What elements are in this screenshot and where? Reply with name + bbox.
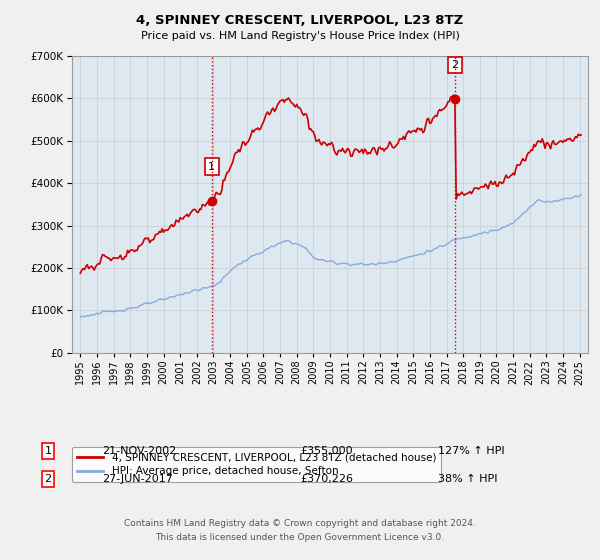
Text: Contains HM Land Registry data © Crown copyright and database right 2024.: Contains HM Land Registry data © Crown c… — [124, 519, 476, 528]
Text: 2: 2 — [44, 474, 52, 484]
Text: 38% ↑ HPI: 38% ↑ HPI — [438, 474, 497, 484]
Text: 2: 2 — [451, 60, 458, 70]
Text: 1: 1 — [208, 162, 215, 171]
Text: 27-JUN-2017: 27-JUN-2017 — [102, 474, 173, 484]
Text: Price paid vs. HM Land Registry's House Price Index (HPI): Price paid vs. HM Land Registry's House … — [140, 31, 460, 41]
Text: 1: 1 — [44, 446, 52, 456]
Text: 4, SPINNEY CRESCENT, LIVERPOOL, L23 8TZ: 4, SPINNEY CRESCENT, LIVERPOOL, L23 8TZ — [136, 14, 464, 27]
Text: £370,226: £370,226 — [300, 474, 353, 484]
Text: £355,000: £355,000 — [300, 446, 353, 456]
Text: 127% ↑ HPI: 127% ↑ HPI — [438, 446, 505, 456]
Text: 21-NOV-2002: 21-NOV-2002 — [102, 446, 176, 456]
Legend: 4, SPINNEY CRESCENT, LIVERPOOL, L23 8TZ (detached house), HPI: Average price, de: 4, SPINNEY CRESCENT, LIVERPOOL, L23 8TZ … — [72, 447, 442, 482]
Text: This data is licensed under the Open Government Licence v3.0.: This data is licensed under the Open Gov… — [155, 533, 445, 542]
